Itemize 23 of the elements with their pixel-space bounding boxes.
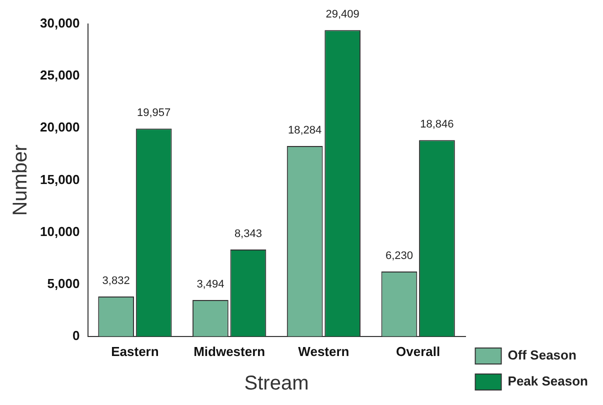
- y-tick-label: 30,000: [40, 16, 80, 31]
- data-label: 6,230: [385, 250, 413, 262]
- data-label: 29,409: [326, 8, 360, 21]
- data-label: 18,284: [288, 124, 322, 137]
- legend-label: Peak Season: [508, 374, 588, 389]
- data-label: 8,343: [234, 228, 262, 240]
- x-tick-label: Western: [298, 344, 350, 359]
- y-axis-title: Number: [10, 144, 32, 216]
- data-label: 19,957: [137, 107, 171, 120]
- y-tick-label: 5,000: [47, 276, 80, 291]
- y-tick-label: 25,000: [40, 68, 80, 83]
- y-tick-label: 20,000: [40, 120, 80, 135]
- x-tick-label: Midwestern: [194, 344, 266, 359]
- y-tick-label: 10,000: [40, 224, 80, 239]
- x-axis-title: Stream: [244, 372, 309, 395]
- data-label: 3,832: [102, 275, 130, 288]
- legend-label: Off Season: [508, 348, 576, 363]
- y-tick-label: 15,000: [40, 172, 80, 187]
- x-tick-label: Overall: [396, 344, 440, 359]
- x-tick-label: Eastern: [111, 344, 159, 359]
- data-label: 3,494: [196, 278, 224, 291]
- y-tick-label: 0: [72, 328, 80, 343]
- data-label: 18,846: [420, 118, 454, 131]
